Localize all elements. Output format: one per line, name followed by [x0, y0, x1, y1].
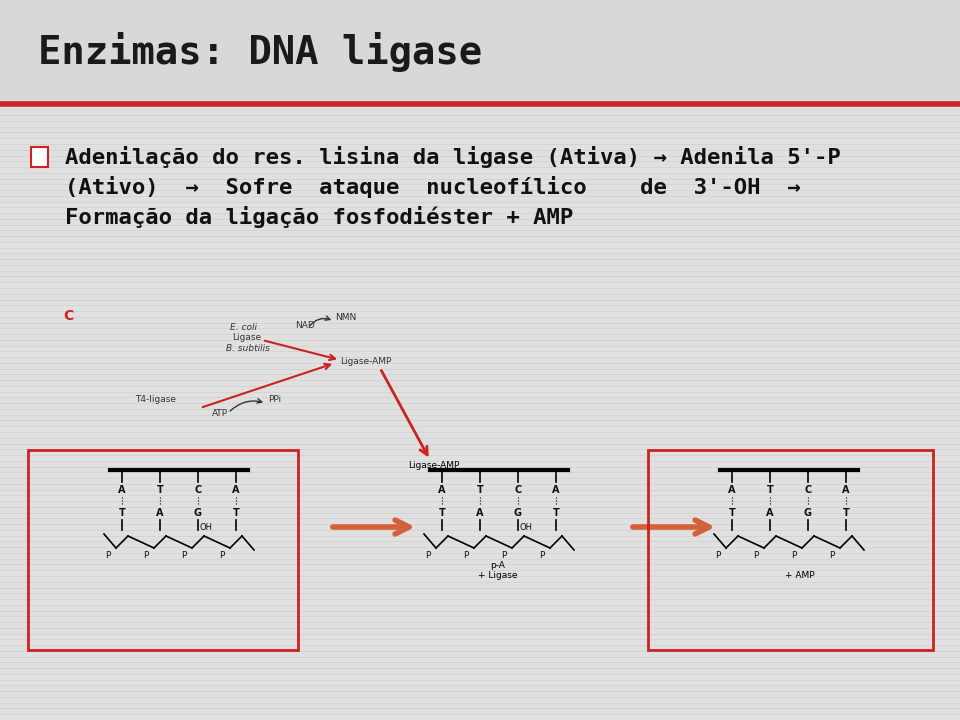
Text: T: T: [767, 485, 774, 495]
Text: A: A: [842, 485, 850, 495]
Text: Ligase-AMP: Ligase-AMP: [340, 358, 392, 366]
Text: T: T: [232, 508, 239, 518]
Text: Ligase-AMP: Ligase-AMP: [408, 461, 460, 469]
Text: P: P: [143, 552, 149, 560]
Bar: [28, 450, 298, 650]
Text: P: P: [791, 552, 797, 560]
Text: T4-ligase: T4-ligase: [135, 395, 176, 405]
Text: T: T: [119, 508, 126, 518]
Text: PPi: PPi: [268, 395, 281, 405]
Text: P: P: [181, 552, 186, 560]
Text: P: P: [754, 552, 758, 560]
Text: Ligase: Ligase: [232, 333, 261, 343]
Bar: [648, 450, 933, 650]
Text: T: T: [439, 508, 445, 518]
Text: Adenilação do res. lisina da ligase (Ativa) → Adenila 5'-P: Adenilação do res. lisina da ligase (Ati…: [65, 146, 841, 168]
Text: P: P: [501, 552, 507, 560]
Bar: [0, 0, 960, 104]
Text: E. coli: E. coli: [230, 323, 257, 333]
Text: NMN: NMN: [335, 313, 356, 323]
Text: OH: OH: [200, 523, 212, 531]
Text: B. subtilis: B. subtilis: [226, 343, 270, 353]
Text: P: P: [106, 552, 110, 560]
Text: T: T: [156, 485, 163, 495]
Text: OH: OH: [519, 523, 533, 531]
Text: P: P: [425, 552, 431, 560]
Text: A: A: [766, 508, 774, 518]
Text: A: A: [552, 485, 560, 495]
Text: G: G: [194, 508, 202, 518]
Text: A: A: [729, 485, 735, 495]
Text: A: A: [232, 485, 240, 495]
Text: A: A: [439, 485, 445, 495]
Text: A: A: [118, 485, 126, 495]
Text: P: P: [219, 552, 225, 560]
Text: T: T: [843, 508, 850, 518]
Text: C: C: [804, 485, 811, 495]
Text: + Ligase: + Ligase: [478, 572, 517, 580]
Text: T: T: [476, 485, 484, 495]
Text: G: G: [514, 508, 522, 518]
Text: P: P: [464, 552, 468, 560]
Text: T: T: [553, 508, 560, 518]
Text: A: A: [156, 508, 164, 518]
Text: C: C: [515, 485, 521, 495]
Text: C: C: [62, 309, 73, 323]
Text: + AMP: + AMP: [785, 572, 815, 580]
Text: Enzimas: DNA ligase: Enzimas: DNA ligase: [38, 32, 483, 72]
Text: p-A: p-A: [491, 562, 505, 570]
Text: ATP: ATP: [212, 408, 228, 418]
Text: A: A: [476, 508, 484, 518]
Text: P: P: [829, 552, 834, 560]
Text: P: P: [540, 552, 544, 560]
Text: T: T: [729, 508, 735, 518]
Text: P: P: [715, 552, 721, 560]
Text: Formação da ligação fosfodiéster + AMP: Formação da ligação fosfodiéster + AMP: [65, 207, 573, 228]
Text: C: C: [194, 485, 202, 495]
Text: G: G: [804, 508, 812, 518]
FancyBboxPatch shape: [31, 147, 48, 167]
Text: NAD: NAD: [295, 322, 315, 330]
Text: (Ativo)  →  Sofre  ataque  nucleofílico    de  3'-OH  →: (Ativo) → Sofre ataque nucleofílico de 3…: [65, 176, 801, 198]
